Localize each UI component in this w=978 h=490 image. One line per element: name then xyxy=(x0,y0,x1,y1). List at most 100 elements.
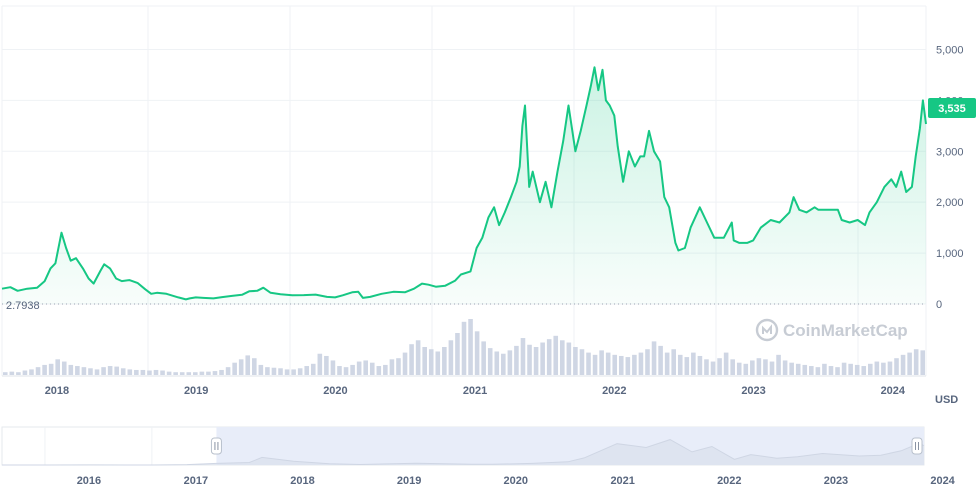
navigator-x-axis: 2016 2017 2018 2019 2020 2021 2022 2023 2024 xyxy=(77,475,956,487)
navigator-series xyxy=(2,439,925,466)
drag-handle-icon[interactable] xyxy=(210,437,222,455)
current-price-badge: 3,535 xyxy=(928,98,976,118)
x-tick-label: 2022 xyxy=(602,385,626,397)
volume-bar xyxy=(874,361,880,375)
volume-bar xyxy=(343,367,349,375)
price-area xyxy=(1,66,927,304)
y-tick-label: 0 xyxy=(936,299,942,311)
volume-bar xyxy=(501,353,506,375)
volume-bar xyxy=(769,361,775,375)
price-line xyxy=(1,66,927,301)
volume-bar xyxy=(848,363,853,375)
volume-bar xyxy=(166,371,172,375)
volume-bar xyxy=(822,363,827,375)
volume-bar xyxy=(828,366,834,375)
volume-bar xyxy=(887,361,893,375)
volume-bar xyxy=(671,349,676,375)
volume-bar xyxy=(442,347,447,375)
volume-bar xyxy=(560,340,565,375)
volume-bar xyxy=(160,370,165,375)
volume-bar xyxy=(638,352,644,375)
volume-bar xyxy=(854,364,860,375)
volume-bar xyxy=(586,352,591,375)
volume-bar xyxy=(435,351,441,375)
volume-bar xyxy=(599,350,604,375)
volume-bar xyxy=(815,367,821,375)
volume-bar xyxy=(324,355,329,375)
navigator-x-tick-label: 2017 xyxy=(184,475,208,487)
volume-bar xyxy=(383,364,388,375)
volume-bar xyxy=(750,360,755,375)
x-axis: 2018 2019 2020 2021 2022 2023 2024 xyxy=(45,385,906,397)
volume-bar xyxy=(763,359,768,375)
x-tick-label: 2021 xyxy=(463,385,487,397)
volume-bar xyxy=(776,354,781,375)
volume-bar xyxy=(297,368,303,375)
volume-bar xyxy=(835,367,840,375)
volume-bar xyxy=(291,369,296,375)
volume-bar xyxy=(474,331,480,375)
x-tick-label: 2020 xyxy=(323,385,347,397)
volume-bar xyxy=(16,372,21,375)
navigator-handle-right[interactable] xyxy=(911,437,923,455)
navigator-handle-left[interactable] xyxy=(210,437,222,455)
navigator-area xyxy=(2,439,924,465)
volume-bar xyxy=(114,366,119,375)
volume-bar xyxy=(186,372,192,375)
navigator-x-tick-label: 2021 xyxy=(610,475,634,487)
volume-bar xyxy=(809,366,814,375)
volume-bar xyxy=(645,349,650,375)
volume-bar xyxy=(795,363,801,375)
navigator-x-tick-label: 2024 xyxy=(930,475,955,487)
volume-bar xyxy=(81,367,87,375)
volume-bar xyxy=(356,361,362,375)
volume-bar xyxy=(120,368,126,375)
volume-bar xyxy=(448,340,454,375)
volume-bar xyxy=(736,362,742,375)
volume-bar xyxy=(507,350,513,375)
volume-bar xyxy=(68,364,74,375)
volume-bar xyxy=(179,372,185,375)
volume-bar xyxy=(782,360,788,375)
volume-bar xyxy=(533,347,539,375)
volume-bar xyxy=(258,364,264,375)
volume-bar xyxy=(514,345,519,375)
volume-bar xyxy=(278,368,283,375)
volume-bar xyxy=(94,369,100,375)
navigator-x-tick-label: 2023 xyxy=(824,475,848,487)
volume-bar xyxy=(409,344,414,375)
volume-bar xyxy=(252,358,257,375)
volume-bar xyxy=(546,339,552,375)
volume-bar xyxy=(802,364,808,375)
volume-bar xyxy=(520,338,526,375)
watermark: CoinMarketCap xyxy=(755,318,908,342)
volume-bar xyxy=(881,362,886,375)
volume-bar xyxy=(710,361,716,375)
volume-bar xyxy=(88,368,93,375)
price-area-fill xyxy=(2,67,926,304)
volume-bar xyxy=(900,354,906,375)
current-price-label: 3,535 xyxy=(938,103,966,115)
volume-bar xyxy=(494,351,500,375)
volume-bar xyxy=(317,353,323,375)
volume-bar xyxy=(717,358,722,375)
drag-handle-icon[interactable] xyxy=(911,437,923,455)
volume-bar xyxy=(337,366,342,375)
volume-bar xyxy=(868,363,873,375)
volume-bar xyxy=(723,352,729,375)
volume-bar xyxy=(219,369,224,375)
base-value-label: 2.7938 xyxy=(6,300,40,312)
volume-bar xyxy=(140,369,146,375)
volume-bar xyxy=(592,354,598,375)
volume-bar xyxy=(612,354,618,375)
volume-bar xyxy=(330,360,336,375)
volume-bar xyxy=(193,372,198,375)
range-navigator[interactable]: 2016 2017 2018 2019 2020 2021 2022 2023 2024 xyxy=(1,426,956,487)
volume-bar xyxy=(664,352,670,375)
volume-bar xyxy=(153,369,159,375)
volume-bar xyxy=(48,363,54,375)
volume-bar xyxy=(310,363,316,375)
volume-bar xyxy=(573,347,578,375)
volume-bar xyxy=(304,366,310,375)
